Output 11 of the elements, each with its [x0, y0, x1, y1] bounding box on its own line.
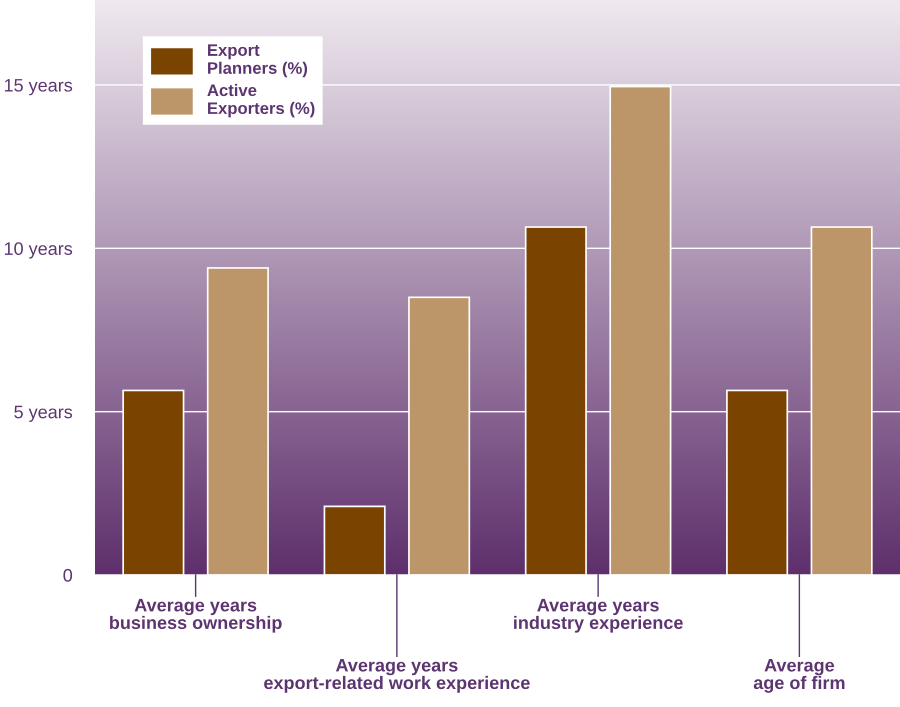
x-tick-label: Average years export-related work experience: [264, 659, 530, 693]
y-tick-label: 15 years: [4, 79, 72, 96]
x-tick-label: Average age of firm: [754, 659, 844, 693]
bar: [324, 506, 386, 575]
legend-label: Export Planners (%): [208, 44, 308, 78]
y-tick-label: 10 years: [4, 242, 72, 259]
legend-label: Active Exporters (%): [207, 84, 314, 118]
x-tick-label: Average years industry experience: [514, 598, 683, 633]
x-tick-label: Average years business ownership: [110, 598, 282, 633]
y-tick-label: 5 years: [14, 406, 72, 422]
y-tick-label: 0: [63, 568, 72, 582]
